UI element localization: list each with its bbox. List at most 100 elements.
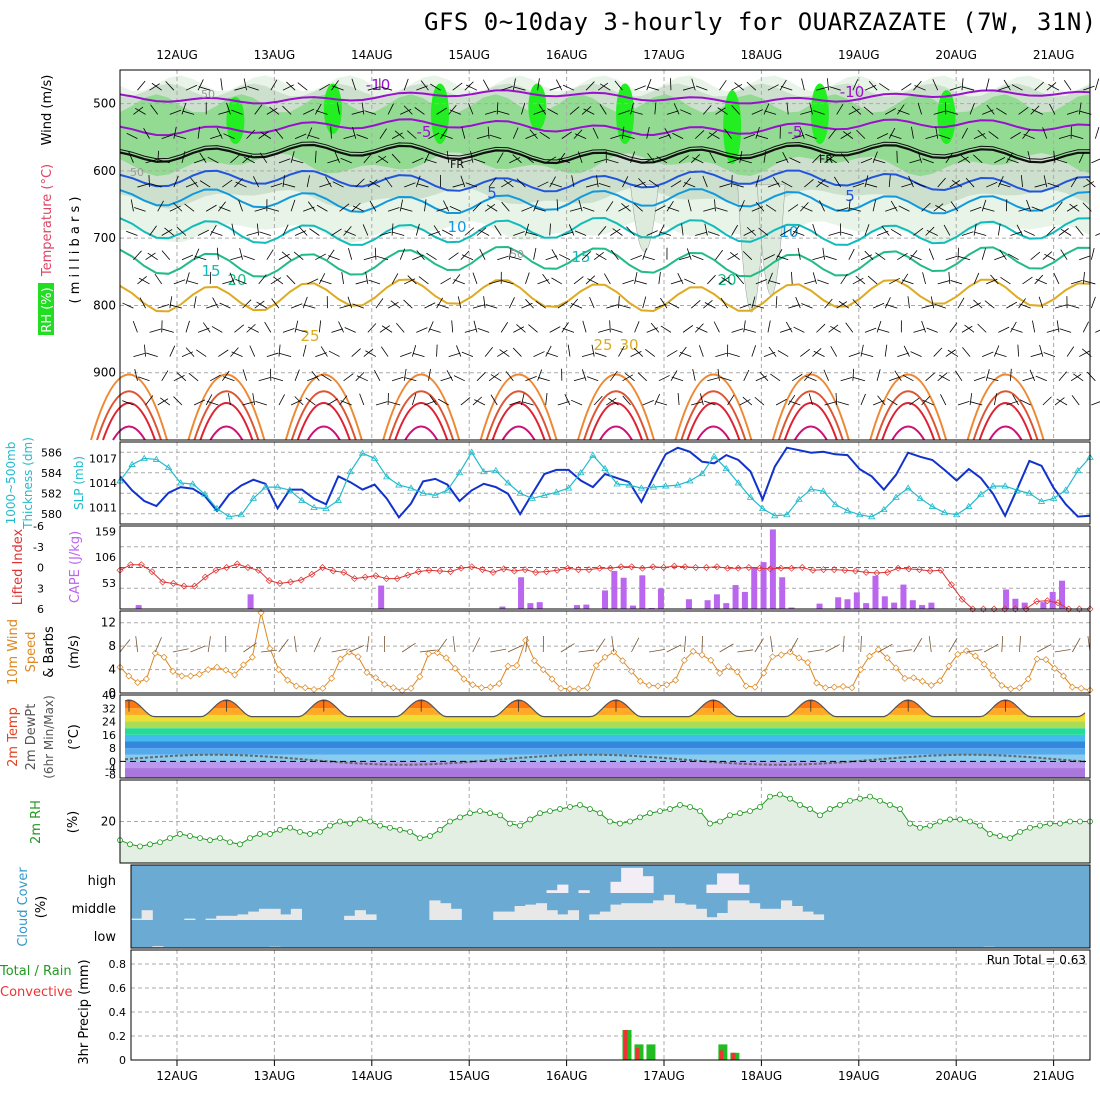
rh-point: [148, 842, 153, 847]
temp-band: [120, 695, 1090, 702]
pressure-tick-label: 600: [93, 164, 116, 178]
temp-band: [120, 768, 1090, 778]
cloud-bar: [611, 905, 622, 920]
cloud-bar: [152, 946, 163, 947]
surface-wind-barb: [720, 644, 734, 652]
surface-wind-barb: [896, 650, 912, 652]
rh-point: [258, 831, 263, 836]
cloud-bar: [674, 903, 685, 920]
cloud-level-label: high: [88, 874, 116, 889]
date-label-bottom: 21AUG: [1033, 1069, 1075, 1083]
rh-point: [228, 840, 233, 845]
rh-point: [738, 811, 743, 816]
cloud-bar: [270, 909, 281, 920]
rh-area: [120, 795, 1090, 864]
wind-speed-point: [964, 648, 970, 654]
li-tick-label: 0: [37, 562, 44, 575]
cloud-bar: [611, 882, 622, 893]
rh-point: [1028, 825, 1033, 830]
rh-point: [848, 798, 853, 803]
wind-tick-label: 12: [101, 616, 116, 630]
rh-point: [998, 834, 1003, 839]
rh-unit-label: (%): [66, 811, 81, 834]
wind-speed-point: [646, 682, 652, 688]
rh-tick-label: 20: [101, 815, 116, 829]
wind-barb: [210, 272, 211, 284]
date-label-top: 16AUG: [546, 48, 588, 62]
cloud-bar: [259, 909, 270, 920]
wind-speed-point: [523, 637, 529, 643]
panel-frame: [120, 611, 1090, 693]
temp-tick-label: 32: [102, 702, 116, 715]
contour-label: -10: [840, 83, 865, 101]
wind-barb: [437, 345, 438, 357]
surface-wind-barb: [155, 637, 161, 652]
rh-point: [918, 825, 923, 830]
cape-bar: [518, 577, 524, 609]
cape-bar: [854, 592, 860, 609]
li-tick-label: 3: [37, 582, 44, 595]
slp-tick-label: 1011: [89, 502, 117, 515]
wind-speed-point: [426, 651, 432, 657]
cloud-bar: [206, 919, 217, 920]
rh-point: [618, 821, 623, 826]
cloud-bar: [216, 916, 227, 920]
rh-point: [628, 819, 633, 824]
date-label-bottom: 20AUG: [935, 1069, 977, 1083]
wind-barb: [1091, 401, 1100, 405]
cloud-bar: [696, 909, 707, 920]
rh-point: [338, 819, 343, 824]
cloud-bar: [632, 903, 643, 920]
rh-point: [528, 817, 533, 822]
rh-point: [288, 825, 293, 830]
surface-wind-barb: [861, 636, 862, 652]
wind-speed-point: [796, 655, 802, 661]
contour-label: 10: [447, 218, 466, 236]
rh-point: [708, 821, 713, 826]
thickness-axis-label: 1000~500mb: [4, 442, 18, 525]
rh-point: [1058, 821, 1063, 826]
date-label-bottom: 17AUG: [643, 1069, 685, 1083]
surface-wind-barb: [294, 636, 296, 652]
li-axis-label: Lifted Index: [11, 528, 26, 605]
cloud-bar: [781, 900, 792, 920]
contour-label: 25: [593, 336, 612, 354]
rh-point: [198, 836, 203, 841]
rh-point: [488, 811, 493, 816]
temp-fill-bands: [120, 695, 1090, 778]
temp-tick-label: 16: [102, 729, 116, 742]
wind-speed-point: [364, 670, 370, 676]
surface-wind-barb: [437, 639, 446, 652]
cloud-bar: [600, 912, 611, 920]
cape-bar: [882, 596, 888, 609]
date-label-bottom: 14AUG: [351, 1069, 393, 1083]
cape-bar: [686, 599, 692, 609]
temp-axis-label-2: 2m DewPt: [24, 704, 39, 771]
wind-speed-point: [302, 685, 308, 691]
date-label-bottom: 18AUG: [741, 1069, 783, 1083]
wind-speed-point: [708, 657, 714, 663]
thickness-tick-label: 582: [41, 487, 62, 500]
rh-point: [758, 804, 763, 809]
precip-bar: [635, 1048, 639, 1060]
wind-speed-point: [1008, 686, 1014, 692]
wind-axis-label-4: (m/s): [67, 635, 82, 669]
surface-wind-barb: [843, 636, 844, 652]
rh-point: [1048, 821, 1053, 826]
rh-point: [178, 831, 183, 836]
cloud-unit-label: (%): [34, 896, 49, 919]
cape-bar: [621, 578, 627, 609]
rh-point: [218, 836, 223, 841]
rh-point: [948, 817, 953, 822]
wind-speed-point: [514, 662, 520, 668]
cape-bar: [537, 602, 543, 609]
surface-wind-barb: [596, 639, 605, 652]
thickness-axis-label-2: Thickness (dm): [21, 437, 35, 530]
surface-wind-barb: [208, 636, 210, 652]
rh-point: [698, 809, 703, 814]
wind-barb: [1095, 231, 1100, 235]
cape-bar: [845, 599, 851, 609]
cape-bar: [872, 576, 878, 609]
surface-wind-barb: [878, 644, 892, 652]
